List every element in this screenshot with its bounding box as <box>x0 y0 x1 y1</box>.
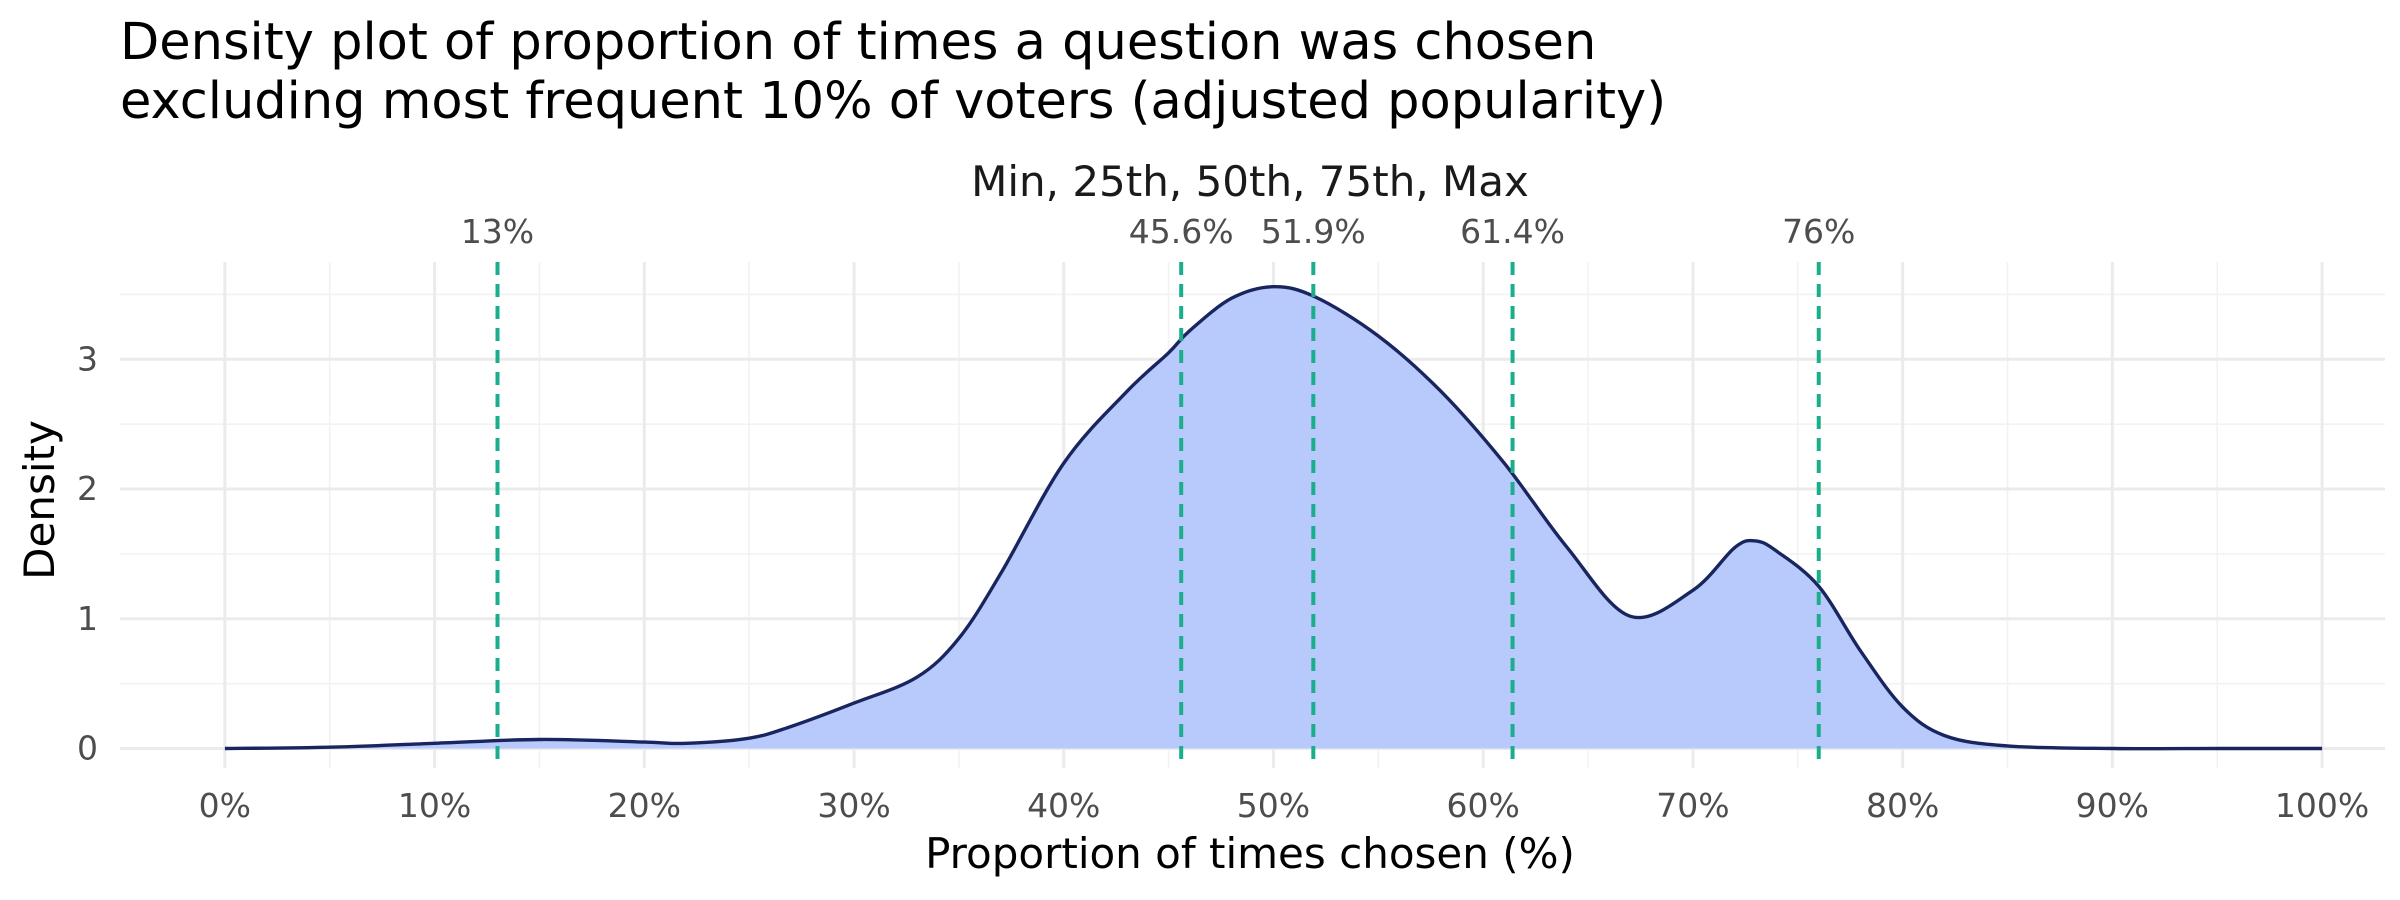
x-tick-label: 100% <box>2275 786 2369 825</box>
x-tick-label: 60% <box>1447 786 1520 825</box>
x-tick-label: 50% <box>1237 786 1310 825</box>
x-tick-label: 40% <box>1027 786 1100 825</box>
quantile-label: 13% <box>461 212 534 251</box>
chart-subtitle: Min, 25th, 50th, 75th, Max <box>971 157 1529 206</box>
y-tick-label: 0 <box>77 729 98 768</box>
density-area <box>224 286 2323 749</box>
quantile-label: 45.6% <box>1129 212 1234 251</box>
y-tick-label: 1 <box>77 599 98 638</box>
x-tick-label: 80% <box>1866 786 1939 825</box>
x-tick-label: 0% <box>199 786 251 825</box>
x-tick-label: 10% <box>398 786 471 825</box>
quantile-labels: 13% 45.6% 51.9% 61.4% 76% <box>461 212 1856 251</box>
y-axis-ticks: 0 1 2 3 <box>77 339 98 767</box>
x-tick-label: 30% <box>817 786 890 825</box>
x-axis-ticks: 0% 10% 20% 30% 40% 50% 60% 70% 80% 90% 100% <box>199 786 2370 825</box>
quantile-label: 76% <box>1782 212 1855 251</box>
x-tick-label: 90% <box>2076 786 2149 825</box>
quantile-lines <box>495 262 1821 768</box>
quantile-label: 51.9% <box>1261 212 1366 251</box>
y-tick-label: 2 <box>77 469 98 508</box>
density-line <box>224 284 2323 751</box>
y-axis-title: Density <box>15 420 64 580</box>
chart-title-line-1: Density plot of proportion of times a qu… <box>120 13 1596 72</box>
y-tick-label: 3 <box>77 339 98 378</box>
chart-title-line-2: excluding most frequent 10% of voters (a… <box>120 72 1666 131</box>
density-area-layer <box>224 284 2323 751</box>
x-tick-label: 20% <box>608 786 681 825</box>
x-axis-title: Proportion of times chosen (%) <box>925 829 1575 878</box>
x-tick-label: 70% <box>1656 786 1729 825</box>
quantile-label: 61.4% <box>1460 212 1565 251</box>
